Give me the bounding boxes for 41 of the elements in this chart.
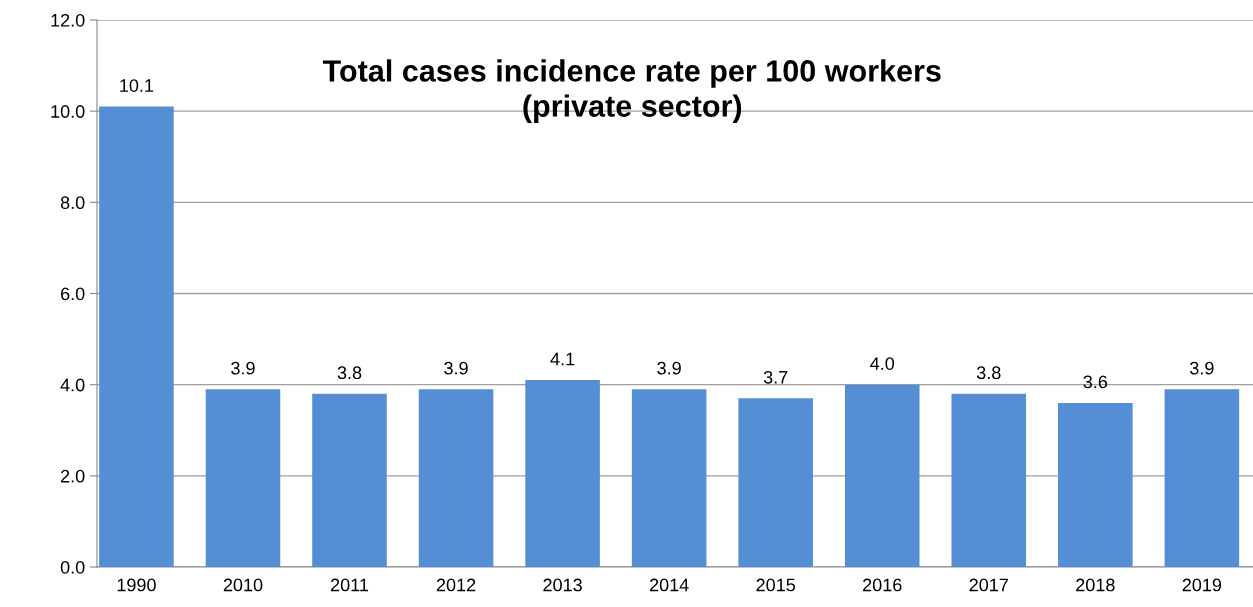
- x-tick-label: 2018: [1076, 578, 1115, 592]
- x-tick-label: 2019: [1182, 578, 1222, 592]
- bar: [99, 106, 174, 567]
- data-label: 3.9: [444, 361, 468, 375]
- bar: [418, 389, 494, 567]
- x-tick-label: 2011: [331, 578, 369, 592]
- text: Total cases incidence rate per 100 workers (private sector): [322, 59, 941, 123]
- bar: [1058, 402, 1133, 567]
- data-label: 10.1: [120, 79, 154, 92]
- y-tick-label: 0.0: [60, 560, 85, 574]
- x-tick-label: 2012: [436, 578, 476, 592]
- x-tick-label: 2014: [649, 578, 689, 592]
- x-tick-label: 1990: [117, 578, 156, 592]
- y-tick-label: 6.0: [61, 287, 85, 301]
- data-label: 3.8: [976, 366, 1001, 380]
- data-label: 3.9: [231, 361, 255, 375]
- bar: [631, 389, 707, 567]
- y-tick-label: 8.0: [60, 196, 85, 210]
- data-label: 3.7: [763, 370, 788, 384]
- x-tick-label: 2010: [223, 578, 263, 592]
- data-label: 3.6: [1083, 375, 1108, 389]
- y-tick-label: 10.0: [51, 105, 85, 118]
- bar: [525, 380, 600, 567]
- bar: [738, 398, 813, 567]
- data-label: 4.1: [550, 352, 575, 366]
- bar: [951, 393, 1027, 567]
- y-tick-label: 4.0: [60, 378, 85, 392]
- data-label: 4.0: [870, 357, 895, 370]
- data-label: 3.9: [657, 361, 681, 375]
- data-label: 3.9: [1190, 361, 1214, 375]
- data-label: 3.8: [337, 366, 362, 380]
- y-tick-label: 2.0: [61, 469, 85, 483]
- bar: [1164, 389, 1240, 567]
- x-tick-label: 2013: [543, 578, 582, 592]
- bar: [312, 393, 387, 567]
- x-tick-label: 2016: [863, 578, 902, 592]
- y-tick-label: 12.0: [51, 13, 85, 27]
- x-tick-label: 2015: [756, 578, 796, 592]
- bar: [844, 384, 920, 567]
- x-tick-label: 2017: [969, 578, 1008, 592]
- bar: [205, 389, 281, 567]
